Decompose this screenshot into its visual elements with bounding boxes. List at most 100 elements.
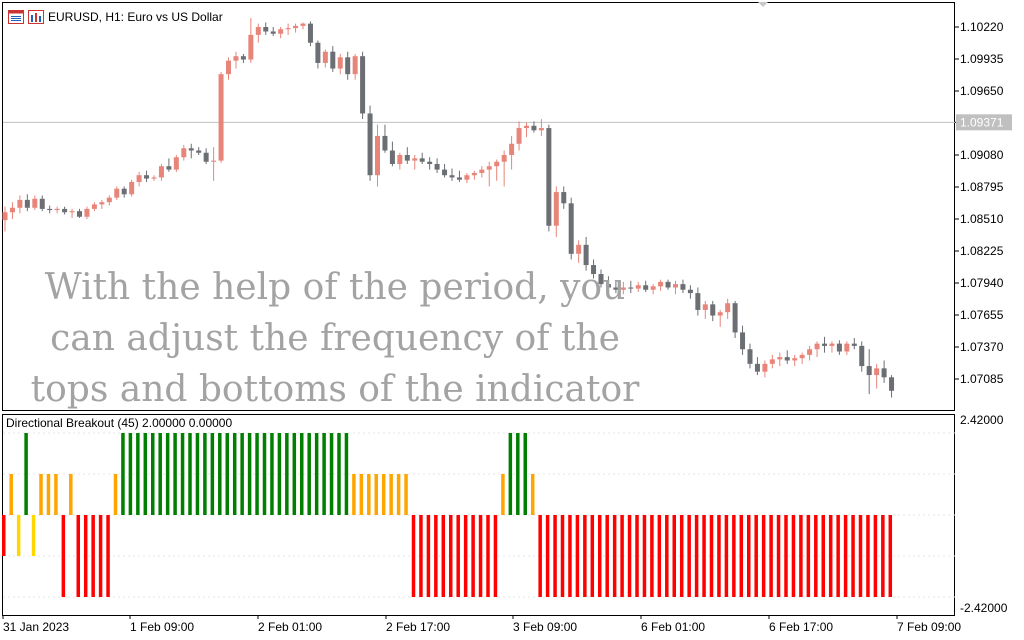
indicator-bar <box>389 474 393 515</box>
indicator-bar <box>158 433 162 515</box>
indicator-bar <box>2 515 6 556</box>
price-label: 1.09080 <box>960 148 1004 162</box>
indicator-bar <box>83 515 88 597</box>
indicator-bar <box>754 515 758 597</box>
indicator-bar <box>352 474 356 515</box>
indicator-bar <box>717 515 721 597</box>
indicator-bar <box>91 515 95 597</box>
candle <box>889 375 895 398</box>
indicator-bar <box>106 515 110 597</box>
candle <box>561 186 567 209</box>
indicator-bar <box>553 515 557 597</box>
indicator-bar <box>218 433 222 515</box>
candle <box>829 341 835 353</box>
indicator-bar <box>814 515 818 597</box>
candle <box>352 53 358 80</box>
candle <box>717 309 723 327</box>
candle <box>337 53 343 75</box>
candle <box>524 122 529 138</box>
candle <box>166 158 172 172</box>
candle <box>382 124 388 153</box>
indicator-bar <box>180 433 185 515</box>
candle <box>218 71 224 163</box>
candle <box>799 352 805 364</box>
indicator-bar <box>560 515 565 597</box>
indicator-bar <box>247 433 252 515</box>
indicator-bar <box>173 433 177 515</box>
indicator-bar <box>441 515 446 597</box>
candle <box>747 343 753 369</box>
candle <box>255 23 261 43</box>
candle <box>434 158 440 173</box>
indicator-bar <box>270 433 274 515</box>
indicator-axis: 2.42000 -2.42000 <box>960 413 1008 615</box>
indicator-bar <box>836 515 840 597</box>
indicator-bar <box>136 433 140 515</box>
candle <box>628 280 634 294</box>
indicator-bar <box>285 433 289 515</box>
candle <box>740 325 746 355</box>
candle <box>203 148 209 164</box>
candle <box>129 179 135 197</box>
indicator-bar <box>776 515 781 597</box>
scroll-marker-icon[interactable] <box>758 2 768 7</box>
candle <box>173 155 179 172</box>
candle <box>464 172 470 184</box>
indicator-bar <box>128 433 133 515</box>
price-label: 1.07085 <box>960 372 1004 386</box>
indicator-bar <box>434 515 438 597</box>
indicator-bar <box>16 515 21 556</box>
indicator-bar <box>113 474 118 515</box>
indicator-bar <box>76 515 80 597</box>
candle <box>69 208 75 218</box>
indicator-bar <box>828 515 833 597</box>
indicator-bar <box>24 433 28 515</box>
candle <box>807 345 813 361</box>
candle <box>285 23 291 35</box>
candle <box>822 336 827 353</box>
indicator-bar <box>530 474 535 515</box>
candle <box>278 27 284 39</box>
indicator-bar <box>866 515 870 597</box>
candle <box>516 121 522 151</box>
indicator-bar <box>300 433 304 515</box>
candle <box>330 46 336 72</box>
indicator-bar <box>396 474 401 515</box>
candle <box>680 279 686 294</box>
candle <box>732 300 738 339</box>
indicator-bar <box>821 515 825 597</box>
candle <box>404 147 410 164</box>
chart-icon[interactable] <box>28 10 44 24</box>
indicator-bar <box>195 433 200 515</box>
table-icon[interactable] <box>8 10 24 24</box>
candle <box>754 357 760 376</box>
candle <box>769 354 775 369</box>
indicator-max-label: 2.42000 <box>960 413 1004 427</box>
indicator-bar <box>508 433 513 515</box>
indicator-bar <box>367 474 371 515</box>
indicator-bar <box>888 515 893 597</box>
candle <box>188 143 194 159</box>
indicator-bar <box>98 515 103 597</box>
candle <box>151 175 157 181</box>
candle <box>248 18 254 63</box>
time-label: 7 Feb 09:00 <box>897 620 961 634</box>
candle <box>695 287 701 316</box>
candle <box>77 208 82 218</box>
indicator-bar <box>679 515 684 597</box>
indicator-bar <box>31 515 36 556</box>
time-label: 6 Feb 17:00 <box>769 620 833 634</box>
indicator-bar <box>545 515 550 597</box>
indicator-bar <box>635 515 639 597</box>
current-price-tag <box>956 114 1012 131</box>
indicator-bar <box>843 515 848 597</box>
price-label: 1.09650 <box>960 84 1004 98</box>
indicator-bar <box>612 515 617 597</box>
indicator-bar <box>709 515 714 597</box>
candle <box>844 341 850 355</box>
candle <box>576 240 582 263</box>
candle <box>792 354 798 367</box>
indicator-bar <box>501 474 505 515</box>
indicator-bar <box>359 474 364 515</box>
